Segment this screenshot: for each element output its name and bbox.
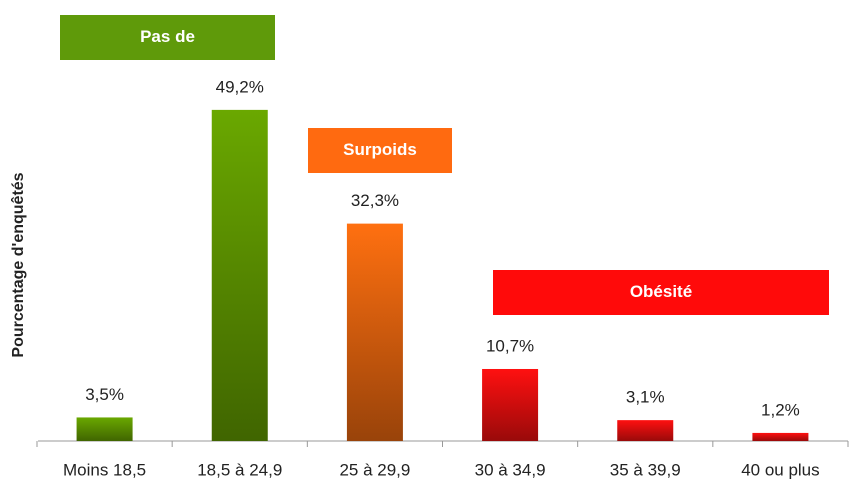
x-tick-label: 18,5 à 24,9	[197, 460, 282, 479]
value-label: 3,1%	[626, 388, 665, 407]
bar	[617, 420, 674, 441]
x-tick-label: Moins 18,5	[63, 460, 146, 479]
bar	[482, 368, 539, 441]
annotation-text: Surpoids	[343, 140, 417, 159]
bar	[76, 417, 133, 441]
value-label: 10,7%	[486, 336, 534, 355]
value-label: 3,5%	[85, 385, 124, 404]
bar	[752, 432, 809, 441]
annotation-text: Pas de	[140, 27, 195, 46]
bar	[346, 223, 403, 441]
y-axis-label: Pourcentage d'enquêtés	[10, 172, 27, 357]
x-tick-label: 25 à 29,9	[339, 460, 410, 479]
annotation-box	[308, 128, 452, 173]
x-tick-label: 30 à 34,9	[475, 460, 546, 479]
value-label: 1,2%	[761, 400, 800, 419]
bar	[211, 109, 268, 441]
value-label: 49,2%	[216, 77, 264, 96]
annotation-text: Obésité	[630, 282, 692, 301]
value-label: 32,3%	[351, 191, 399, 210]
annotation-box	[493, 270, 829, 315]
x-tick-label: 40 ou plus	[741, 460, 819, 479]
x-tick-label: 35 à 39,9	[610, 460, 681, 479]
annotation-box	[60, 15, 275, 60]
